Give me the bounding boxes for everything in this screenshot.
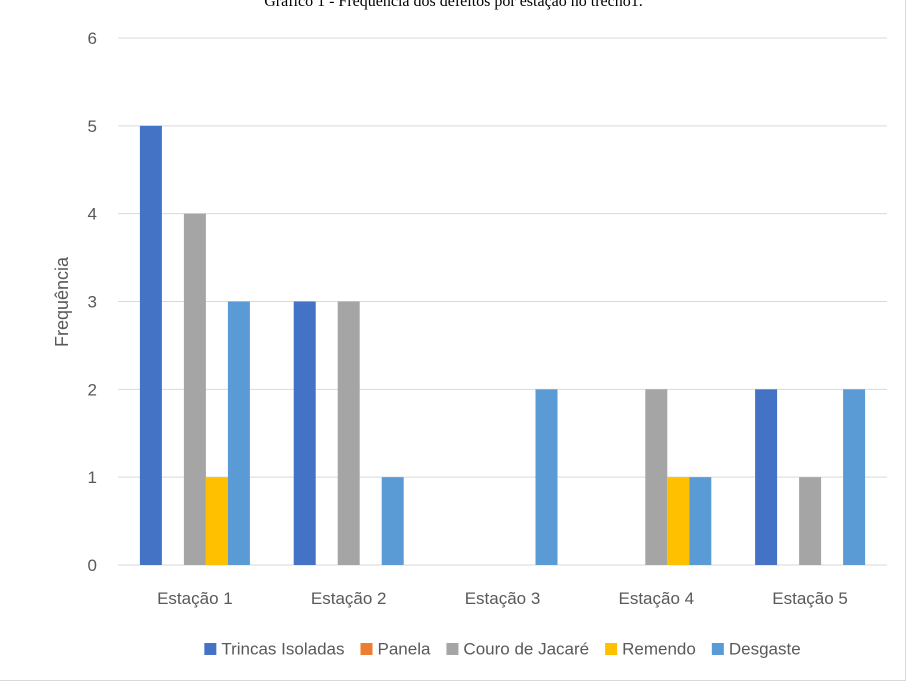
y-axis-title: Frequência <box>52 256 72 347</box>
bar <box>755 389 778 565</box>
x-tick-label: Estação 2 <box>311 589 387 608</box>
bar <box>667 477 690 565</box>
x-axis-ticks: Estação 1 Estação 2 Estação 3 Estação 4 Esta… <box>157 589 848 608</box>
legend-swatch <box>204 643 217 655</box>
legend-swatch <box>360 643 373 655</box>
legend-item: Desgaste <box>711 640 801 659</box>
bar <box>139 125 162 565</box>
y-tick-label: 1 <box>88 468 97 487</box>
y-tick-label: 2 <box>88 380 97 399</box>
x-tick-label: Estação 5 <box>772 589 848 608</box>
bar <box>645 389 668 565</box>
x-tick-label: Estação 1 <box>157 589 233 608</box>
y-tick-label: 4 <box>88 205 97 224</box>
y-tick-label: 6 <box>88 29 97 48</box>
bars <box>139 125 866 565</box>
legend-item: Couro de Jacaré <box>446 640 589 659</box>
legend-label: Trincas Isoladas <box>221 640 344 659</box>
legend-label: Desgaste <box>729 640 801 659</box>
bar <box>535 389 558 565</box>
bar <box>843 389 866 565</box>
chart-title: Gráfico 1 - Frequência dos defeitos por … <box>264 0 643 10</box>
bar <box>227 301 250 565</box>
legend-item: Remendo <box>605 640 696 659</box>
legend-label: Remendo <box>622 640 696 659</box>
y-axis-ticks: 0 1 2 3 4 5 6 <box>88 29 97 575</box>
x-tick-label: Estação 4 <box>618 589 694 608</box>
legend-item: Panela <box>360 640 431 659</box>
legend-label: Panela <box>377 640 430 659</box>
legend-label: Couro de Jacaré <box>463 640 589 659</box>
legend: Trincas Isoladas Panela Couro de Jacaré Rem… <box>204 640 801 659</box>
legend-swatch <box>605 643 618 655</box>
y-tick-label: 3 <box>88 293 97 312</box>
x-tick-label: Estação 3 <box>465 589 541 608</box>
bar <box>689 477 712 565</box>
legend-swatch <box>446 643 459 655</box>
bar <box>183 213 206 565</box>
y-tick-label: 0 <box>88 556 97 575</box>
legend-swatch <box>711 643 724 655</box>
bar <box>293 301 316 565</box>
bar <box>337 301 360 565</box>
legend-item: Trincas Isoladas <box>204 640 344 659</box>
bar <box>381 477 404 565</box>
bar <box>205 477 228 565</box>
y-tick-label: 5 <box>88 117 97 136</box>
bar <box>799 477 822 565</box>
